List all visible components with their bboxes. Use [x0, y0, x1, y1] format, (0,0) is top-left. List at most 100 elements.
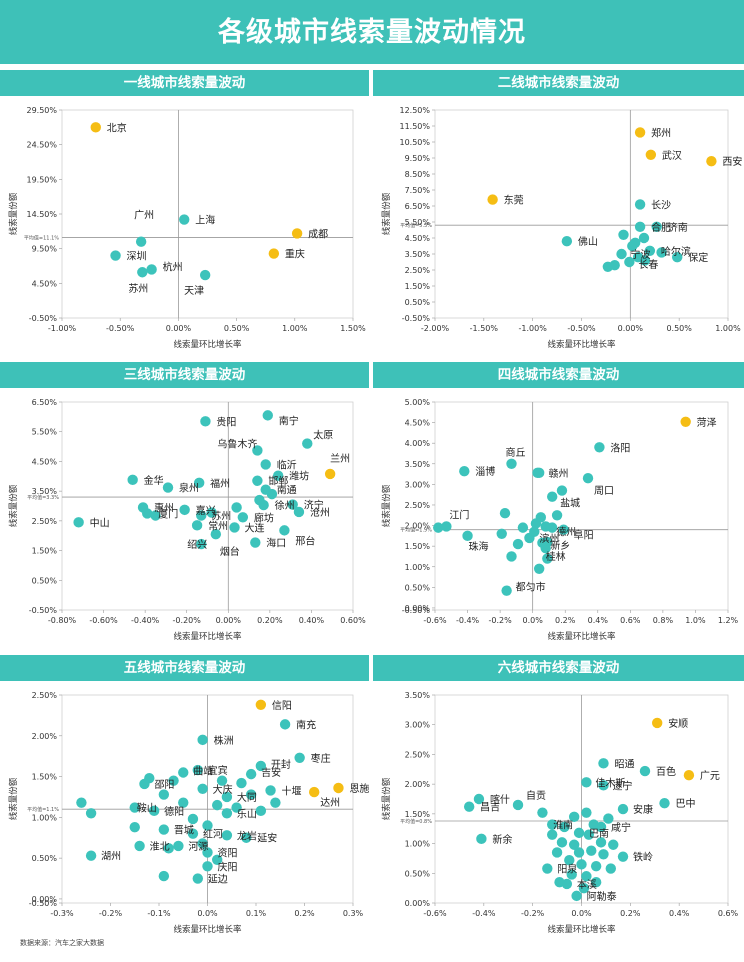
- point-label: 昭通: [614, 758, 634, 770]
- data-point: [192, 764, 203, 776]
- point-label: 广元: [700, 770, 720, 782]
- data-point: [236, 777, 247, 789]
- point-label: 淮北: [150, 841, 170, 853]
- y-tick-label: -0.50%: [402, 606, 431, 615]
- data-point: [564, 855, 575, 866]
- data-point: [517, 522, 529, 533]
- point-label: 新乡: [550, 539, 570, 552]
- point-label: 枣庄: [311, 752, 331, 765]
- data-point: [262, 410, 273, 421]
- data-point: [558, 524, 569, 535]
- point-label: 潍坊: [289, 470, 309, 483]
- data-point: [639, 765, 651, 777]
- point-label: 杭州: [163, 260, 183, 273]
- data-point: [137, 267, 148, 278]
- point-label: 吉安: [261, 766, 281, 779]
- y-tick-label: 0.50%: [405, 869, 431, 878]
- y-tick-label: 19.50%: [26, 175, 57, 184]
- y-tick-label: 12.50%: [399, 106, 430, 115]
- panel-tier6: 六线城市线索量波动 0.00% 0.50% 1.00% 1.50% 2.00% 2.50%…: [373, 655, 744, 941]
- point-label: 武汉: [662, 149, 682, 162]
- point-label: 咸宁: [611, 821, 631, 834]
- y-tick-label: 2.50%: [32, 691, 58, 700]
- data-point: [672, 252, 683, 263]
- title-banner: 各级城市线索量波动情况: [0, 0, 744, 64]
- data-point: [566, 869, 577, 880]
- data-point: [191, 520, 203, 531]
- x-tick-label: 0.1%: [246, 909, 267, 918]
- point-label: 盐城: [560, 497, 580, 510]
- point-label: 自贡: [526, 789, 546, 802]
- x-tick-label: 0.00%: [618, 324, 644, 333]
- x-axis-title: 线索量环比增长率: [547, 924, 616, 935]
- y-tick-label: 2.00%: [405, 522, 431, 531]
- data-point: [85, 850, 97, 861]
- data-point: [598, 758, 609, 769]
- y-tick-label: 10.50%: [399, 138, 430, 147]
- point-label: 宁波: [631, 248, 651, 261]
- point-label: 龙岩: [237, 829, 257, 842]
- point-label: 郑州: [651, 126, 671, 139]
- point-label: 百色: [656, 765, 676, 778]
- y-axis-title: 线索量份额: [8, 484, 19, 527]
- data-point: [463, 801, 475, 812]
- data-point: [173, 840, 184, 852]
- point-label: 珠海: [469, 540, 489, 553]
- x-tick-label: 0.60%: [340, 616, 366, 625]
- point-label: 沧州: [310, 506, 330, 519]
- highlight-point: [706, 156, 717, 167]
- x-tick-label: 0.20%: [257, 616, 283, 625]
- point-label: 商丘: [506, 446, 526, 459]
- point-label: 株洲: [214, 734, 234, 747]
- point-label: 乐山: [237, 808, 257, 820]
- data-point: [202, 847, 213, 858]
- data-point: [590, 860, 602, 872]
- data-point: [216, 775, 228, 786]
- y-tick-label: 5.00%: [405, 398, 431, 407]
- data-point: [540, 521, 551, 532]
- data-point: [578, 882, 590, 894]
- x-tick-label: -0.4%: [456, 616, 480, 625]
- x-tick-label: 0.2%: [620, 909, 641, 918]
- y-axis-title: 线索量份额: [8, 777, 19, 820]
- point-label: 常州: [208, 519, 228, 532]
- y-tick-label: 7.50%: [405, 186, 431, 195]
- y-tick-label: 2.50%: [405, 750, 431, 759]
- point-label: 大同: [237, 791, 257, 804]
- point-label: 烟台: [220, 545, 240, 558]
- x-tick-label: -0.2%: [521, 909, 545, 918]
- x-tick-label: 0.4%: [669, 909, 690, 918]
- panel-tier4: 四线城市线索量波动 -0.50% 0.00% 0.50% 1.00% 1.50% 2.00…: [373, 362, 744, 648]
- y-tick-label: 9.50%: [32, 245, 58, 254]
- point-label: 济宁: [304, 499, 324, 512]
- x-tick-label: 0.0%: [571, 909, 592, 918]
- data-point: [148, 805, 160, 817]
- y-tick-label: 3.50%: [405, 250, 431, 259]
- x-tick-label: 0.0%: [523, 616, 544, 625]
- data-point: [433, 522, 444, 533]
- data-point: [196, 510, 207, 521]
- x-tick-label: 0.40%: [299, 616, 325, 625]
- point-label: 湖州: [101, 851, 121, 863]
- data-point: [158, 789, 170, 800]
- plot-frame: [434, 401, 729, 611]
- point-label: 厦门: [158, 507, 178, 520]
- data-point: [556, 485, 568, 496]
- point-label: 达州: [320, 797, 340, 809]
- data-point: [581, 777, 592, 788]
- point-label: 阜阳: [574, 529, 594, 542]
- data-point: [241, 832, 252, 843]
- data-point: [193, 477, 205, 489]
- plot-frame: [434, 109, 729, 319]
- x-axis-title: 线索量环比增长率: [173, 339, 242, 350]
- point-label: 福州: [210, 477, 230, 490]
- point-label: 哈尔滨: [661, 245, 691, 258]
- data-point: [459, 465, 470, 477]
- point-label: 深圳: [127, 251, 147, 263]
- data-point: [639, 255, 651, 266]
- point-label: 苏州: [211, 510, 231, 523]
- average-label: 平均值=5.3%: [400, 222, 432, 229]
- data-point: [656, 247, 667, 258]
- point-label: 佛山: [578, 235, 598, 248]
- x-tick-label: 0.0%: [197, 909, 218, 918]
